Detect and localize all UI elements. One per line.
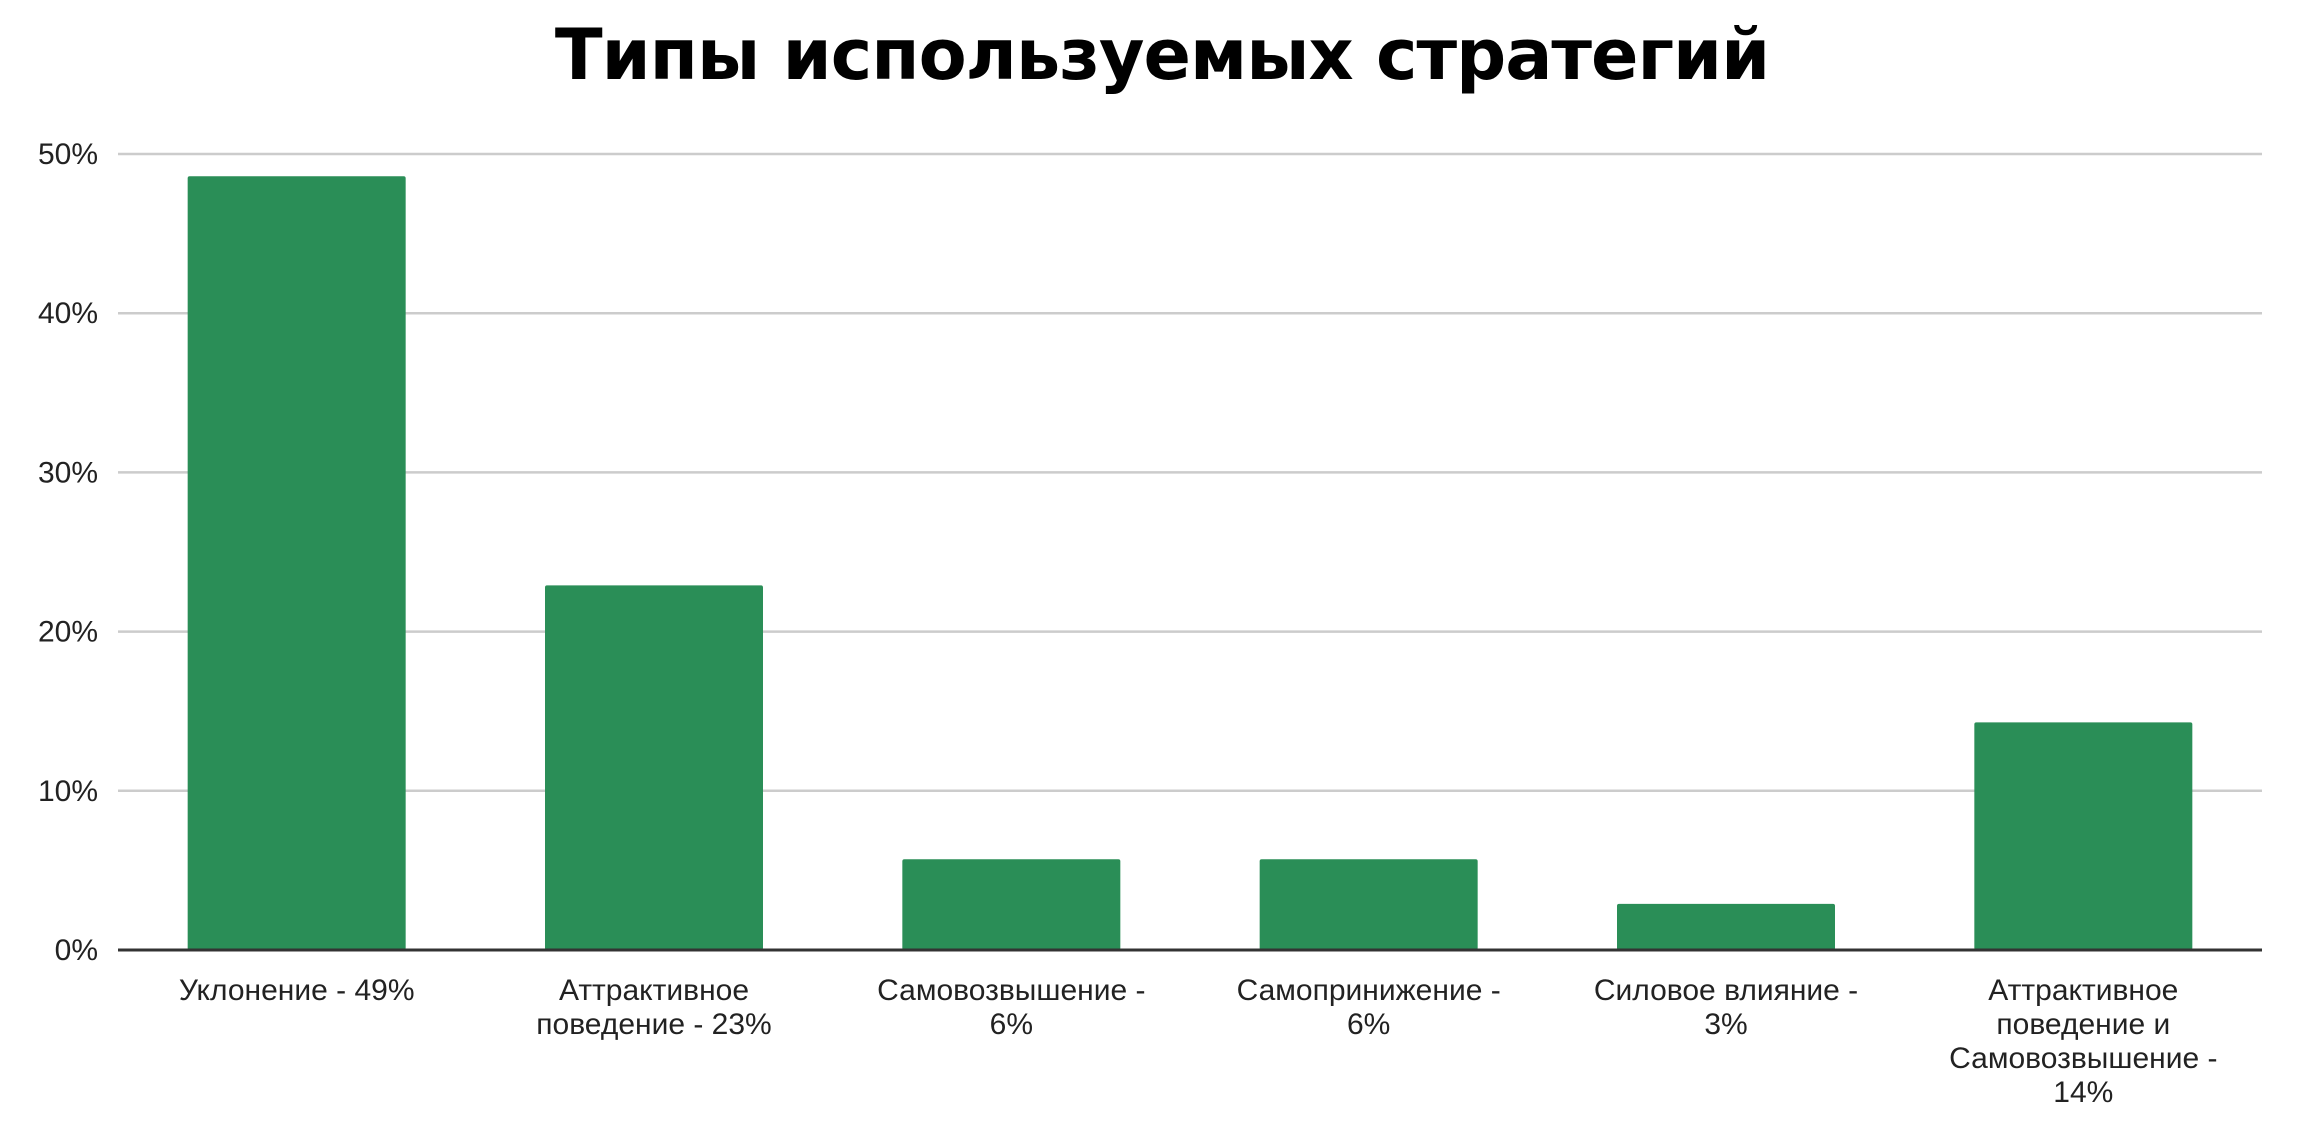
- chart-title: Типы используемых стратегий: [554, 14, 1770, 96]
- x-tick-label: Самопринижение -: [1237, 974, 1501, 1007]
- x-tick-label: Уклонение - 49%: [179, 974, 415, 1007]
- bar: [1974, 722, 2193, 950]
- y-tick-label: 10%: [38, 775, 98, 808]
- x-tick-label: 6%: [990, 1008, 1033, 1041]
- bar: [545, 585, 763, 950]
- y-tick-label: 0%: [55, 934, 98, 967]
- y-tick-label: 20%: [38, 616, 98, 649]
- bar: [1617, 903, 1835, 950]
- bar: [902, 859, 1121, 950]
- x-tick-label: 3%: [1704, 1008, 1747, 1041]
- bar: [187, 176, 406, 951]
- x-tick-label: поведение - 23%: [536, 1008, 771, 1041]
- y-tick-label: 50%: [38, 138, 98, 171]
- x-tick-label: Аттрактивное: [559, 974, 749, 1007]
- x-tick-label: 14%: [2053, 1076, 2113, 1109]
- y-tick-label: 40%: [38, 297, 98, 330]
- x-tick-label: Самовозвышение -: [877, 974, 1145, 1007]
- x-tick-label: Самовозвышение -: [1949, 1042, 2217, 1075]
- x-tick-label: Аттрактивное: [1988, 974, 2178, 1007]
- x-tick-label: 6%: [1347, 1008, 1390, 1041]
- x-tick-label: Силовое влияние -: [1594, 974, 1858, 1007]
- y-tick-label: 30%: [38, 456, 98, 489]
- bar: [1259, 859, 1478, 950]
- x-tick-label: поведение и: [1996, 1008, 2170, 1041]
